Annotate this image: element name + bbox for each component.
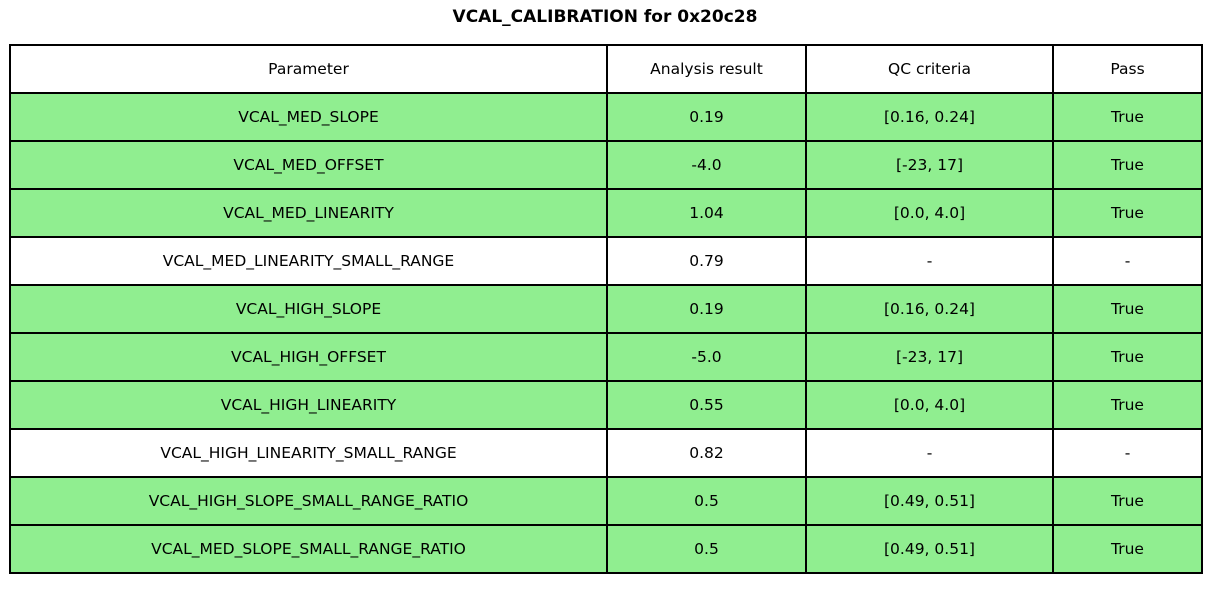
table-row: VCAL_HIGH_SLOPE 0.19 [0.16, 0.24] True bbox=[9, 284, 1203, 334]
analysis-result-cell: 0.82 bbox=[606, 428, 807, 478]
table-row: VCAL_HIGH_OFFSET -5.0 [-23, 17] True bbox=[9, 332, 1203, 382]
table-row: VCAL_HIGH_LINEARITY 0.55 [0.0, 4.0] True bbox=[9, 380, 1203, 430]
table-header: Parameter Analysis result QC criteria Pa… bbox=[9, 44, 1203, 94]
page-title: VCAL_CALIBRATION for 0x20c28 bbox=[452, 7, 758, 27]
column-header-qc-criteria: QC criteria bbox=[805, 44, 1054, 94]
qc-criteria-cell: - bbox=[805, 428, 1054, 478]
qc-criteria-cell: - bbox=[805, 236, 1054, 286]
analysis-result-cell: 0.19 bbox=[606, 284, 807, 334]
pass-cell: - bbox=[1052, 428, 1203, 478]
qc-criteria-cell: [0.16, 0.24] bbox=[805, 284, 1054, 334]
analysis-result-cell: 0.55 bbox=[606, 380, 807, 430]
qc-criteria-cell: [-23, 17] bbox=[805, 140, 1054, 190]
pass-cell: True bbox=[1052, 380, 1203, 430]
column-header-analysis-result: Analysis result bbox=[606, 44, 807, 94]
analysis-result-cell: 0.19 bbox=[606, 92, 807, 142]
table-row: VCAL_MED_OFFSET -4.0 [-23, 17] True bbox=[9, 140, 1203, 190]
column-header-parameter: Parameter bbox=[9, 44, 608, 94]
qc-criteria-cell: [0.16, 0.24] bbox=[805, 92, 1054, 142]
table-row: VCAL_MED_LINEARITY 1.04 [0.0, 4.0] True bbox=[9, 188, 1203, 238]
analysis-result-cell: -4.0 bbox=[606, 140, 807, 190]
table-row: VCAL_HIGH_LINEARITY_SMALL_RANGE 0.82 - - bbox=[9, 428, 1203, 478]
pass-cell: True bbox=[1052, 476, 1203, 526]
pass-cell: True bbox=[1052, 284, 1203, 334]
parameter-cell: VCAL_HIGH_SLOPE bbox=[9, 284, 608, 334]
table-row: VCAL_HIGH_SLOPE_SMALL_RANGE_RATIO 0.5 [0… bbox=[9, 476, 1203, 526]
qc-criteria-cell: [0.0, 4.0] bbox=[805, 380, 1054, 430]
parameter-cell: VCAL_HIGH_OFFSET bbox=[9, 332, 608, 382]
table-row: VCAL_MED_SLOPE 0.19 [0.16, 0.24] True bbox=[9, 92, 1203, 142]
parameter-cell: VCAL_MED_LINEARITY_SMALL_RANGE bbox=[9, 236, 608, 286]
pass-cell: True bbox=[1052, 188, 1203, 238]
table-body: VCAL_MED_SLOPE 0.19 [0.16, 0.24] True VC… bbox=[9, 92, 1203, 574]
parameter-cell: VCAL_HIGH_SLOPE_SMALL_RANGE_RATIO bbox=[9, 476, 608, 526]
table-row: VCAL_MED_SLOPE_SMALL_RANGE_RATIO 0.5 [0.… bbox=[9, 524, 1203, 574]
pass-cell: - bbox=[1052, 236, 1203, 286]
table-row: VCAL_MED_LINEARITY_SMALL_RANGE 0.79 - - bbox=[9, 236, 1203, 286]
parameter-cell: VCAL_MED_SLOPE bbox=[9, 92, 608, 142]
pass-cell: True bbox=[1052, 332, 1203, 382]
header-row: Parameter Analysis result QC criteria Pa… bbox=[9, 44, 1203, 94]
qc-results-table: Parameter Analysis result QC criteria Pa… bbox=[9, 44, 1203, 574]
column-header-pass: Pass bbox=[1052, 44, 1203, 94]
analysis-result-cell: 0.5 bbox=[606, 524, 807, 574]
parameter-cell: VCAL_HIGH_LINEARITY_SMALL_RANGE bbox=[9, 428, 608, 478]
qc-criteria-cell: [-23, 17] bbox=[805, 332, 1054, 382]
analysis-result-cell: 1.04 bbox=[606, 188, 807, 238]
analysis-result-cell: -5.0 bbox=[606, 332, 807, 382]
parameter-cell: VCAL_MED_SLOPE_SMALL_RANGE_RATIO bbox=[9, 524, 608, 574]
parameter-cell: VCAL_MED_OFFSET bbox=[9, 140, 608, 190]
pass-cell: True bbox=[1052, 524, 1203, 574]
analysis-result-cell: 0.79 bbox=[606, 236, 807, 286]
pass-cell: True bbox=[1052, 92, 1203, 142]
qc-criteria-cell: [0.49, 0.51] bbox=[805, 476, 1054, 526]
parameter-cell: VCAL_HIGH_LINEARITY bbox=[9, 380, 608, 430]
qc-criteria-cell: [0.0, 4.0] bbox=[805, 188, 1054, 238]
parameter-cell: VCAL_MED_LINEARITY bbox=[9, 188, 608, 238]
qc-criteria-cell: [0.49, 0.51] bbox=[805, 524, 1054, 574]
analysis-result-cell: 0.5 bbox=[606, 476, 807, 526]
pass-cell: True bbox=[1052, 140, 1203, 190]
